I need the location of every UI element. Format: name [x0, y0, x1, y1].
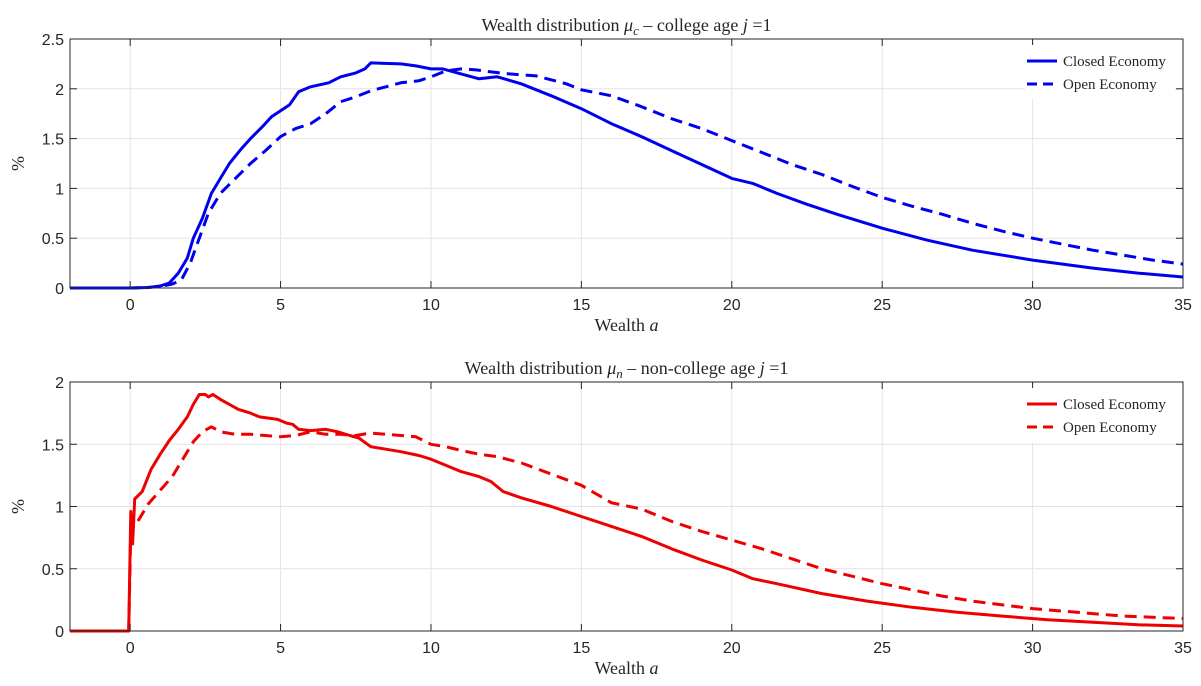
x-tick-label: 25 [873, 640, 891, 657]
series-line-closed-economy [70, 61, 1183, 290]
y-tick-label: 1.5 [42, 437, 64, 454]
x-tick-label: 0 [126, 640, 135, 657]
x-tick-label: 25 [873, 297, 891, 314]
y-axis-label: % [8, 156, 28, 171]
x-tick-label: 30 [1024, 297, 1042, 314]
x-tick-label: 35 [1174, 640, 1192, 657]
legend-label: Closed Economy [1063, 54, 1166, 70]
x-tick-label: 10 [422, 297, 440, 314]
series-line-open-economy [70, 67, 1183, 290]
x-tick-label: 35 [1174, 297, 1192, 314]
legend: Closed Economy Open Economy [1025, 388, 1175, 442]
y-tick-label: 0 [55, 624, 64, 641]
y-tick-label: 2 [55, 82, 64, 99]
y-tick-label: 2.5 [42, 32, 64, 49]
y-tick-label: 1 [55, 500, 64, 517]
x-axis-label: Wealth a [594, 315, 658, 335]
legend: Closed Economy Open Economy [1025, 45, 1175, 99]
y-tick-label: 1 [55, 181, 64, 198]
chart-panel-2: 0 5 10 15 20 25 30 35 0 0.5 1 1.5 2 Wealth distributi… [8, 358, 1192, 678]
plot-area [70, 39, 1183, 288]
y-tick-label: 0.5 [42, 231, 64, 248]
legend-label: Open Economy [1063, 420, 1157, 436]
series-line-open-economy [70, 425, 1183, 633]
x-tick-label: 20 [723, 640, 741, 657]
y-tick-label: 1.5 [42, 132, 64, 149]
x-tick-label: 5 [276, 640, 285, 657]
y-axis-label: % [8, 499, 28, 514]
chart-panel-1: 0 5 10 15 20 25 30 35 0 0.5 1 1.5 2 2.5 Wealth distrib… [8, 15, 1192, 335]
x-axis-label: Wealth a [594, 658, 658, 678]
legend-box [1025, 388, 1175, 442]
axes-box [69, 38, 1184, 289]
chart-title: Wealth distribution μn – non-college age… [465, 358, 789, 381]
y-tick-label: 0 [55, 281, 64, 298]
legend-box [1025, 45, 1175, 99]
x-tick-label: 10 [422, 640, 440, 657]
legend-label: Open Economy [1063, 77, 1157, 93]
legend-label: Closed Economy [1063, 397, 1166, 413]
x-tick-label: 20 [723, 297, 741, 314]
chart-title: Wealth distribution μc – college age j =… [482, 15, 772, 38]
x-tick-label: 5 [276, 297, 285, 314]
y-tick-label: 2 [55, 375, 64, 392]
y-tick-label: 0.5 [42, 562, 64, 579]
x-tick-label: 0 [126, 297, 135, 314]
x-tick-label: 15 [572, 297, 590, 314]
x-tick-label: 15 [572, 640, 590, 657]
x-tick-label: 30 [1024, 640, 1042, 657]
